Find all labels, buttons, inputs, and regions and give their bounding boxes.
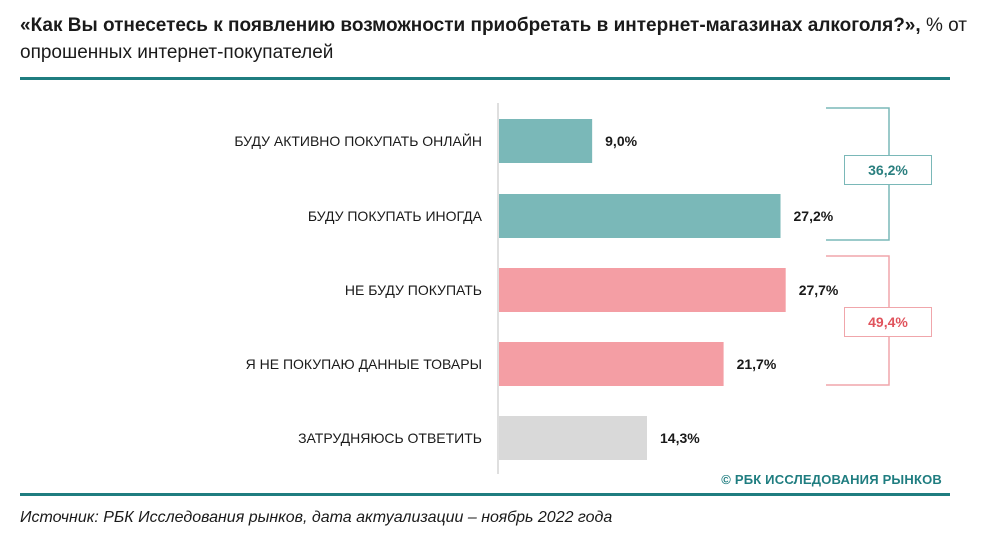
category-label: Я НЕ ПОКУПАЮ ДАННЫЕ ТОВАРЫ (246, 356, 482, 372)
bar (499, 342, 724, 386)
bar (499, 194, 781, 238)
group-total-non-buyers: 49,4% (844, 307, 932, 337)
value-label: 27,2% (794, 208, 834, 224)
chart-title-question: «Как Вы отнесетесь к появлению возможнос… (20, 15, 921, 36)
value-label: 14,3% (660, 430, 700, 446)
category-label: НЕ БУДУ ПОКУПАТЬ (345, 282, 482, 298)
bar (499, 119, 593, 163)
bar (499, 268, 786, 312)
category-label: БУДУ АКТИВНО ПОКУПАТЬ ОНЛАЙН (234, 132, 482, 149)
chart-title: «Как Вы отнесетесь к появлению возможнос… (20, 12, 980, 66)
bar (499, 416, 648, 460)
chart-title-unit: % от опрошенных интернет-покупателей (20, 15, 967, 63)
bottom-divider (20, 493, 950, 496)
value-label: 27,7% (799, 282, 839, 298)
category-label: БУДУ ПОКУПАТЬ ИНОГДА (308, 208, 483, 224)
source-note: Источник: РБК Исследования рынков, дата … (20, 509, 613, 526)
top-divider (20, 77, 950, 80)
value-label: 21,7% (737, 356, 777, 372)
brand-credit: © РБК ИССЛЕДОВАНИЯ РЫНКОВ (721, 472, 942, 487)
category-label: ЗАТРУДНЯЮСЬ ОТВЕТИТЬ (298, 430, 482, 446)
value-label: 9,0% (605, 133, 637, 149)
group-total-buyers: 36,2% (844, 155, 932, 185)
